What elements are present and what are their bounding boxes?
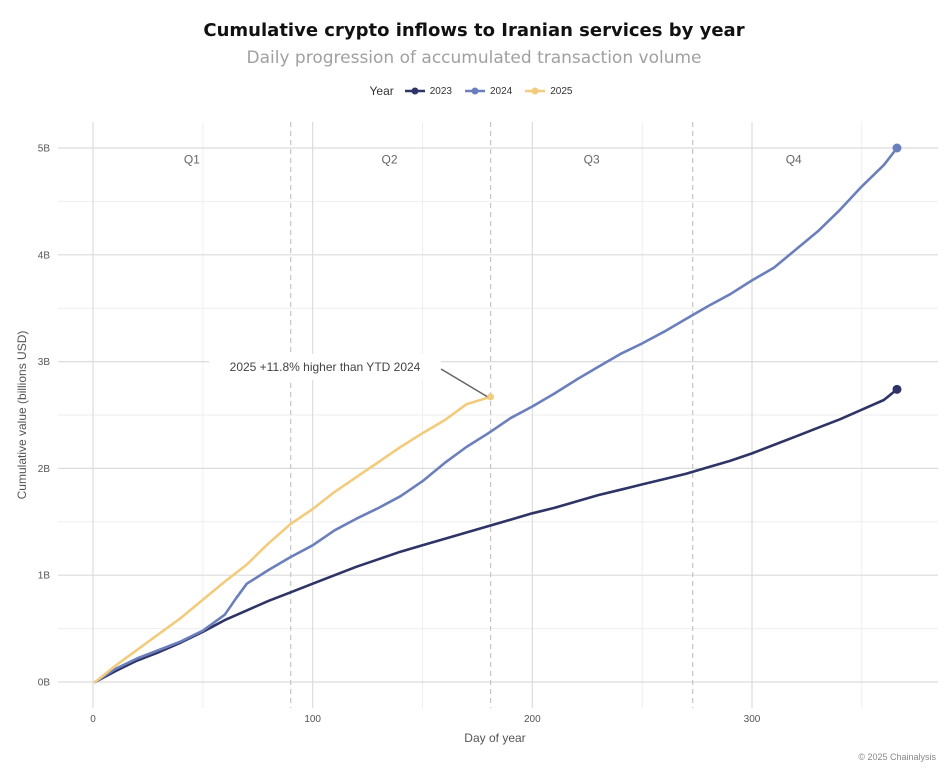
quarter-label: Q3: [584, 153, 600, 167]
y-axis-title: Cumulative value (billions USD): [15, 331, 29, 500]
quarter-label: Q4: [786, 153, 802, 167]
quarter-label: Q2: [382, 153, 398, 167]
annotation-leader-line: [440, 368, 488, 398]
legend-label-2025: 2025: [550, 85, 573, 97]
legend-item-2025: 2025: [524, 85, 573, 97]
quarter-label: Q1: [184, 153, 200, 167]
y-tick-label: 1B: [38, 571, 51, 582]
y-tick-label: 4B: [38, 250, 51, 261]
annotation-point: [487, 393, 495, 401]
legend-label-2024: 2024: [490, 85, 513, 97]
copyright-note: © 2025 Chainalysis: [858, 752, 936, 762]
x-tick-label: 200: [524, 714, 541, 725]
legend-item-2023: 2023: [404, 86, 452, 97]
legend-label-2023: 2023: [429, 85, 452, 97]
x-tick-label: 0: [90, 714, 96, 725]
legend-swatch-2024: [465, 87, 485, 95]
y-tick-label: 2B: [38, 464, 51, 475]
legend-swatch-2023: [404, 87, 425, 95]
x-tick-label: 100: [304, 714, 321, 725]
series-line-2025: [93, 395, 492, 684]
legend-item-2024: 2024: [464, 86, 512, 97]
legend: Year 2023 2024 2025: [0, 84, 948, 98]
y-tick-label: 0B: [38, 678, 51, 689]
legend-title: Year: [369, 84, 394, 98]
series-line-2024: [93, 146, 899, 684]
series-end-marker-2023: [892, 384, 902, 394]
y-tick-label: 5B: [38, 144, 51, 155]
annotation-box: [209, 354, 441, 380]
series-end-marker-2024: [892, 143, 902, 153]
y-tick-label: 3B: [38, 357, 51, 368]
chart-subtitle: Daily progression of accumulated transac…: [246, 48, 702, 68]
chart-title: Cumulative crypto inflows to Iranian ser…: [203, 20, 745, 41]
x-tick-label: 300: [744, 714, 761, 725]
legend-swatch-2025: [525, 87, 546, 95]
series-line-2023: [93, 388, 899, 684]
x-axis-title: Day of year: [464, 731, 525, 745]
annotation-text: 2025 +11.8% higher than YTD 2024: [230, 360, 421, 374]
